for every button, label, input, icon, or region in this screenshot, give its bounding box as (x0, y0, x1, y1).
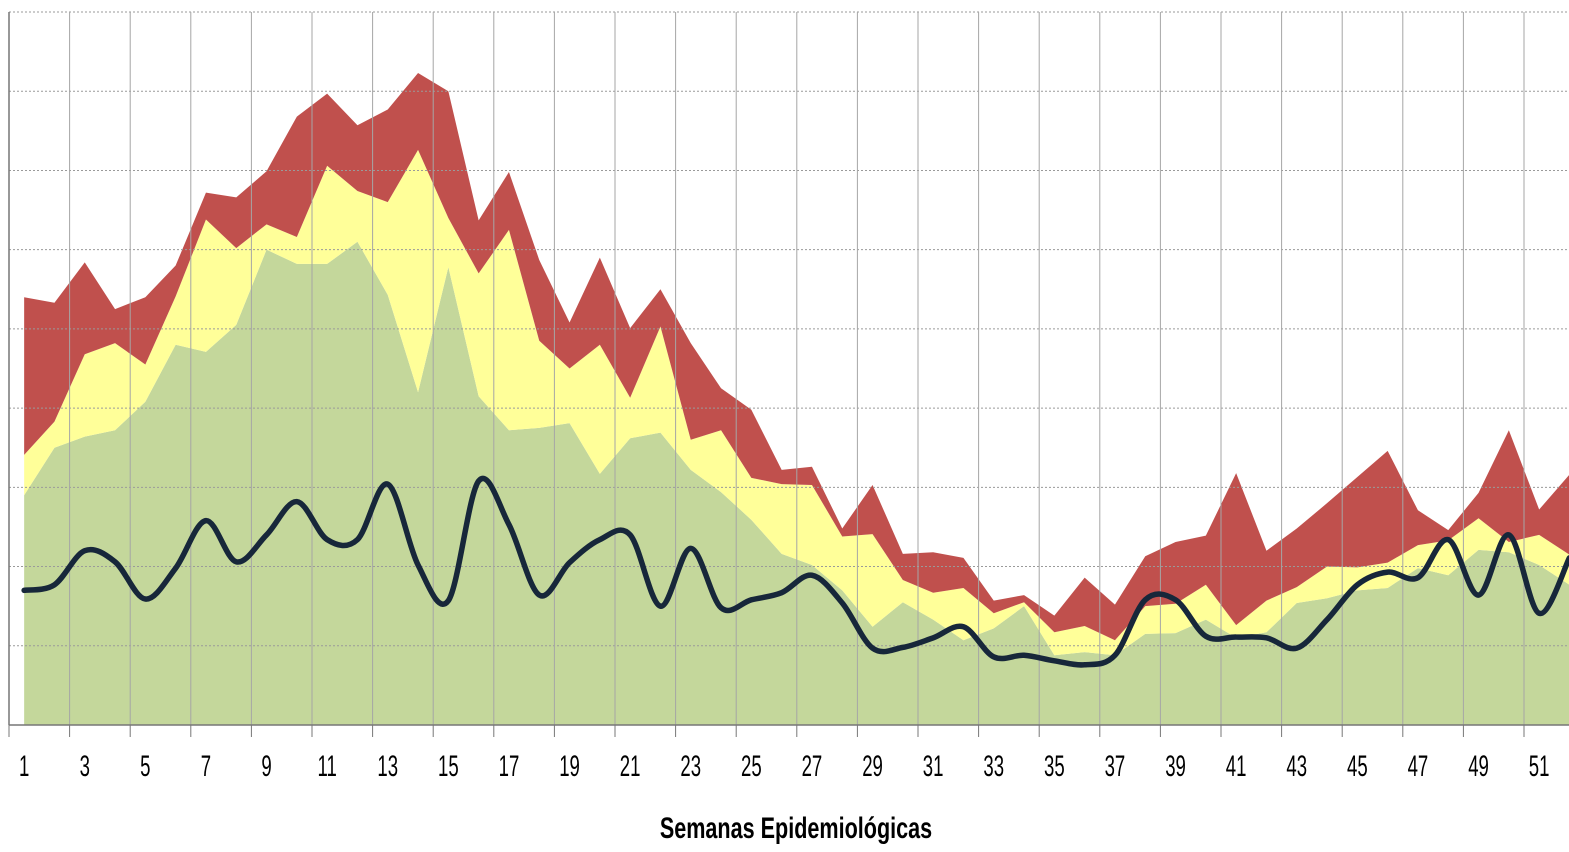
x-tick-label: 17 (499, 749, 520, 783)
plot-area: 1 3 5 7 9 11 13 15 17 19 21 23 25 27 29 31 33 35 37 39 41 43 4… (8, 11, 1569, 783)
area (24, 149, 1569, 656)
x-tick-label: 41 (1226, 749, 1247, 783)
x-tick-label: 11 (318, 749, 337, 783)
x-tick-label: 43 (1286, 749, 1307, 783)
x-tick-label: 25 (741, 749, 762, 783)
x-tick-label: 13 (377, 749, 398, 783)
x-tick-label: 23 (680, 749, 701, 783)
x-tick-label: 47 (1408, 749, 1429, 783)
x-tick-label: 39 (1165, 749, 1186, 783)
x-tick-label: 37 (1105, 749, 1126, 783)
x-tick-label: 5 (140, 749, 150, 783)
x-tick-label: 21 (620, 749, 641, 783)
x-axis-title: Semanas Epidemiológicas (660, 810, 932, 844)
line (21, 475, 1569, 668)
x-tick-label: 51 (1529, 749, 1550, 783)
x-tick-label: 27 (802, 749, 823, 783)
x-tick-label: 31 (923, 749, 944, 783)
x-tick-label: 9 (261, 749, 271, 783)
x-tick-label: 19 (559, 749, 580, 783)
area (24, 241, 1569, 725)
x-tick-label: 15 (438, 749, 459, 783)
x-tick-label: 3 (80, 749, 90, 783)
x-tick-label: 35 (1044, 749, 1065, 783)
x-tick-label: 45 (1347, 749, 1368, 783)
x-tick-label: 33 (983, 749, 1004, 783)
x-tick-label: 29 (862, 749, 883, 783)
x-tick-label: 49 (1468, 749, 1489, 783)
x-tick-label: 1 (19, 749, 29, 783)
x-tick-label: 7 (201, 749, 211, 783)
